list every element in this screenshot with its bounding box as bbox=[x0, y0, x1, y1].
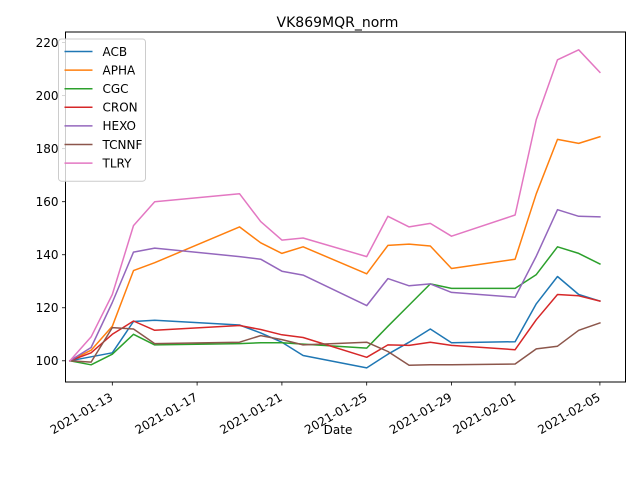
y-tick-label: 140 bbox=[36, 248, 59, 262]
y-tick-label: 100 bbox=[36, 354, 59, 368]
legend-label: ACB bbox=[103, 45, 128, 59]
x-tick-label: 2021-01-13 bbox=[48, 390, 115, 437]
series-line-hexo bbox=[68, 208, 601, 362]
series-layer bbox=[68, 49, 601, 369]
y-tick-label: 180 bbox=[36, 142, 59, 156]
x-tick-label: 2021-02-05 bbox=[535, 390, 602, 437]
x-tick-label: 2021-01-29 bbox=[387, 390, 454, 437]
y-tick-label: 120 bbox=[36, 301, 59, 315]
series-line-cgc bbox=[69, 246, 601, 366]
series-line-tlry bbox=[68, 49, 601, 362]
y-tick-label: 200 bbox=[36, 89, 59, 103]
plot-area-frame bbox=[65, 31, 626, 383]
legend-label: HEXO bbox=[103, 119, 137, 133]
y-tick-label: 220 bbox=[36, 36, 59, 50]
series-line-tcnnf bbox=[69, 321, 601, 367]
x-tick-label: 2021-02-01 bbox=[451, 390, 518, 437]
legend-label: TCNNF bbox=[102, 138, 143, 152]
x-tick-label: 2021-01-17 bbox=[133, 390, 200, 437]
legend-label: APHA bbox=[103, 63, 136, 77]
y-tick-label: 160 bbox=[36, 195, 59, 209]
x-axis-label: Date bbox=[324, 423, 353, 437]
x-tick-label: 2021-01-21 bbox=[217, 390, 284, 437]
legend-frame bbox=[58, 38, 146, 182]
legend-label: CGC bbox=[103, 82, 129, 96]
legend-label: CRON bbox=[103, 101, 138, 115]
chart-title: VK869MQR_norm bbox=[277, 15, 399, 31]
series-line-apha bbox=[68, 135, 601, 362]
legend-label: TLRY bbox=[102, 156, 133, 170]
legend: ACB APHA CGC CRON HEXO TCNNF TLRY bbox=[58, 38, 146, 182]
series-line-cron bbox=[68, 293, 601, 362]
y-axis: 100 120 140 160 180 200 220 bbox=[36, 36, 66, 368]
